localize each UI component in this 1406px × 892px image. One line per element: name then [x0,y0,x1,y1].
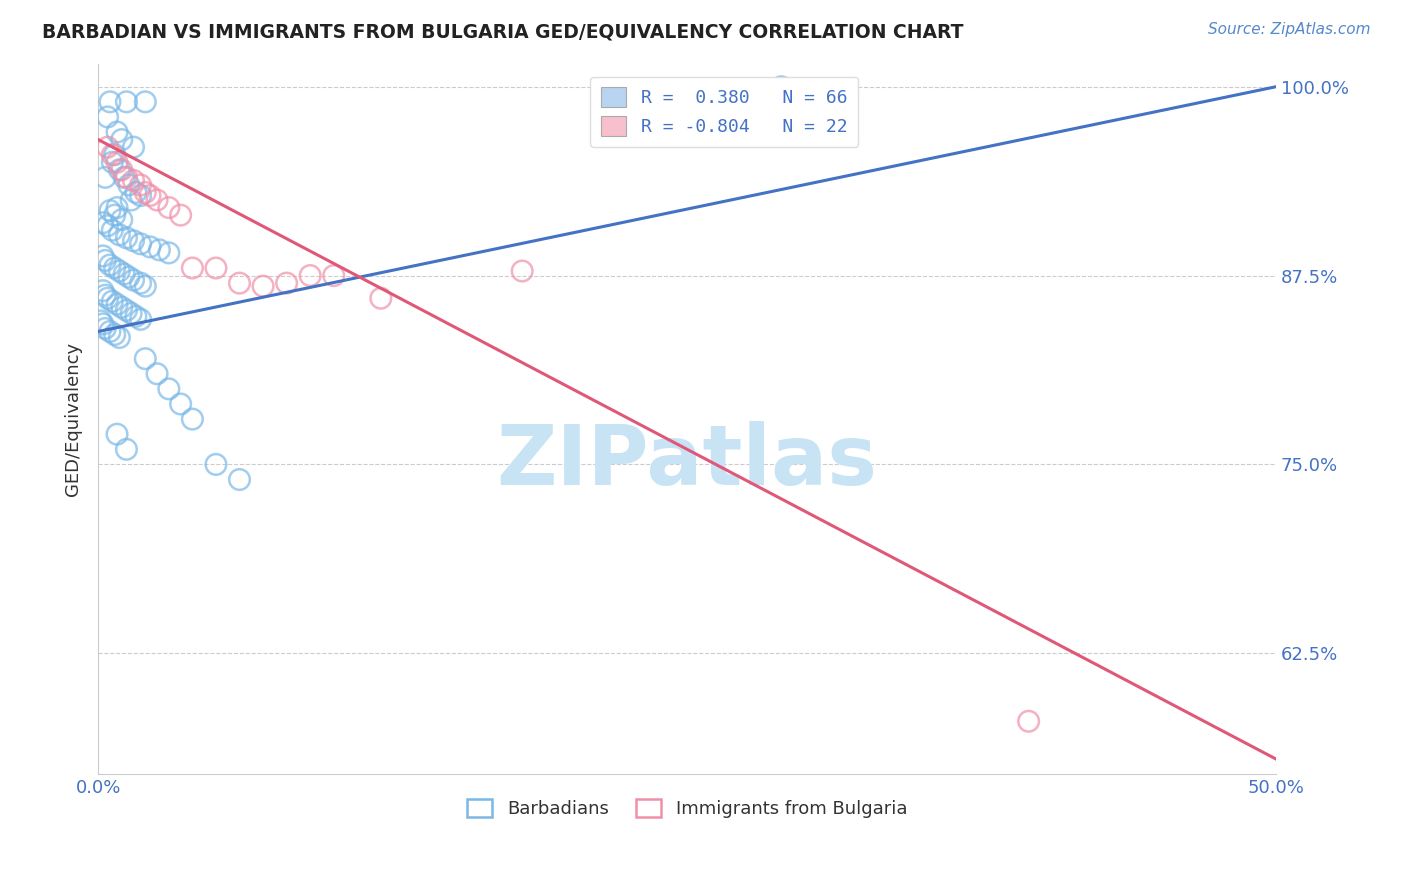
Point [169,397,191,411]
Point [134,351,156,366]
Point [94,253,117,268]
Point [139,188,162,202]
Point [108,264,131,278]
Point [112,267,135,281]
Legend: Barbadians, Immigrants from Bulgaria: Barbadians, Immigrants from Bulgaria [460,792,914,825]
Point [98,325,121,339]
Point [1018,714,1040,729]
Point [112,170,135,185]
Point [134,95,156,109]
Point [111,301,134,315]
Point [105,201,128,215]
Point [770,79,793,94]
Point [101,294,124,309]
Text: BARBADIAN VS IMMIGRANTS FROM BULGARIA GED/EQUIVALENCY CORRELATION CHART: BARBADIAN VS IMMIGRANTS FROM BULGARIA GE… [42,22,963,41]
Point [252,279,274,293]
Point [134,186,156,200]
Point [370,291,392,305]
Point [139,240,162,254]
Point [104,327,127,342]
Point [105,125,128,139]
Point [148,243,170,257]
Y-axis label: GED/Equivalency: GED/Equivalency [65,342,82,496]
Point [181,260,204,275]
Point [111,162,134,177]
Point [101,147,124,161]
Point [122,273,145,287]
Point [134,279,156,293]
Point [104,260,127,275]
Point [129,312,152,326]
Point [90,314,112,328]
Point [101,155,124,169]
Point [91,284,114,298]
Point [108,162,131,177]
Point [97,110,120,124]
Point [146,193,169,207]
Point [120,193,142,207]
Point [94,321,117,335]
Point [129,236,152,251]
Point [169,208,191,222]
Point [91,216,114,230]
Point [108,227,131,242]
Point [115,95,138,109]
Point [276,276,298,290]
Point [91,249,114,263]
Text: Source: ZipAtlas.com: Source: ZipAtlas.com [1208,22,1371,37]
Point [108,330,131,344]
Point [105,155,128,169]
Point [98,258,121,272]
Point [146,367,169,381]
Point [101,223,124,237]
Point [228,473,250,487]
Point [322,268,344,283]
Point [122,173,145,187]
Point [94,288,117,302]
Point [510,264,533,278]
Point [129,188,152,202]
Point [105,297,128,311]
Text: ZIPatlas: ZIPatlas [496,421,877,502]
Point [91,317,114,331]
Point [205,260,228,275]
Point [157,382,180,396]
Point [122,140,145,154]
Point [299,268,322,283]
Point [94,170,117,185]
Point [111,212,134,227]
Point [118,270,141,285]
Point [129,276,152,290]
Point [115,303,138,318]
Point [125,186,148,200]
Point [157,246,180,260]
Point [105,427,128,442]
Point [97,219,120,233]
Point [97,140,120,154]
Point [111,133,134,147]
Point [122,234,145,248]
Point [104,208,127,222]
Point [125,310,148,324]
Point [118,178,141,192]
Point [228,276,250,290]
Point [115,170,138,185]
Point [115,442,138,457]
Point [98,203,121,218]
Point [115,231,138,245]
Point [157,201,180,215]
Point [104,147,127,161]
Point [97,291,120,305]
Point [205,458,228,472]
Point [181,412,204,426]
Point [120,306,142,320]
Point [98,95,121,109]
Point [129,178,152,192]
